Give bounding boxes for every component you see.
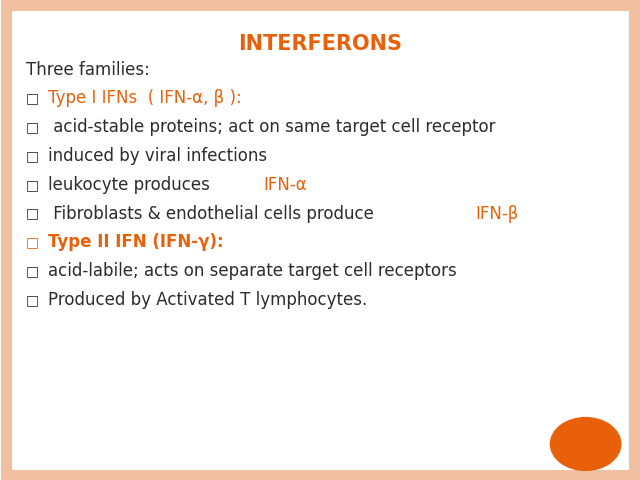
Text: acid-labile; acts on separate target cell receptors: acid-labile; acts on separate target cel… bbox=[48, 262, 457, 280]
Circle shape bbox=[550, 418, 621, 470]
Text: IFN-β: IFN-β bbox=[476, 204, 518, 223]
Text: □: □ bbox=[26, 120, 39, 134]
Text: IFN-α: IFN-α bbox=[264, 176, 307, 194]
Text: □: □ bbox=[26, 149, 39, 163]
Text: Type II IFN (IFN-γ):: Type II IFN (IFN-γ): bbox=[48, 233, 223, 252]
Text: □: □ bbox=[26, 293, 39, 307]
Text: Fibroblasts & endothelial cells produce: Fibroblasts & endothelial cells produce bbox=[48, 204, 379, 223]
Text: leukocyte produces: leukocyte produces bbox=[48, 176, 215, 194]
Text: □: □ bbox=[26, 178, 39, 192]
Text: INTERFERONS: INTERFERONS bbox=[238, 34, 402, 54]
Text: Three families:: Three families: bbox=[26, 60, 150, 79]
FancyBboxPatch shape bbox=[6, 5, 634, 475]
Text: □: □ bbox=[26, 206, 39, 221]
Text: □: □ bbox=[26, 91, 39, 106]
Text: acid-stable proteins; act on same target cell receptor: acid-stable proteins; act on same target… bbox=[48, 118, 495, 136]
Text: □: □ bbox=[26, 264, 39, 278]
Text: □: □ bbox=[26, 235, 39, 250]
Text: Type I IFNs  ( IFN-α, β ):: Type I IFNs ( IFN-α, β ): bbox=[48, 89, 242, 108]
Text: Produced by Activated T lymphocytes.: Produced by Activated T lymphocytes. bbox=[48, 291, 367, 309]
Text: induced by viral infections: induced by viral infections bbox=[48, 147, 267, 165]
